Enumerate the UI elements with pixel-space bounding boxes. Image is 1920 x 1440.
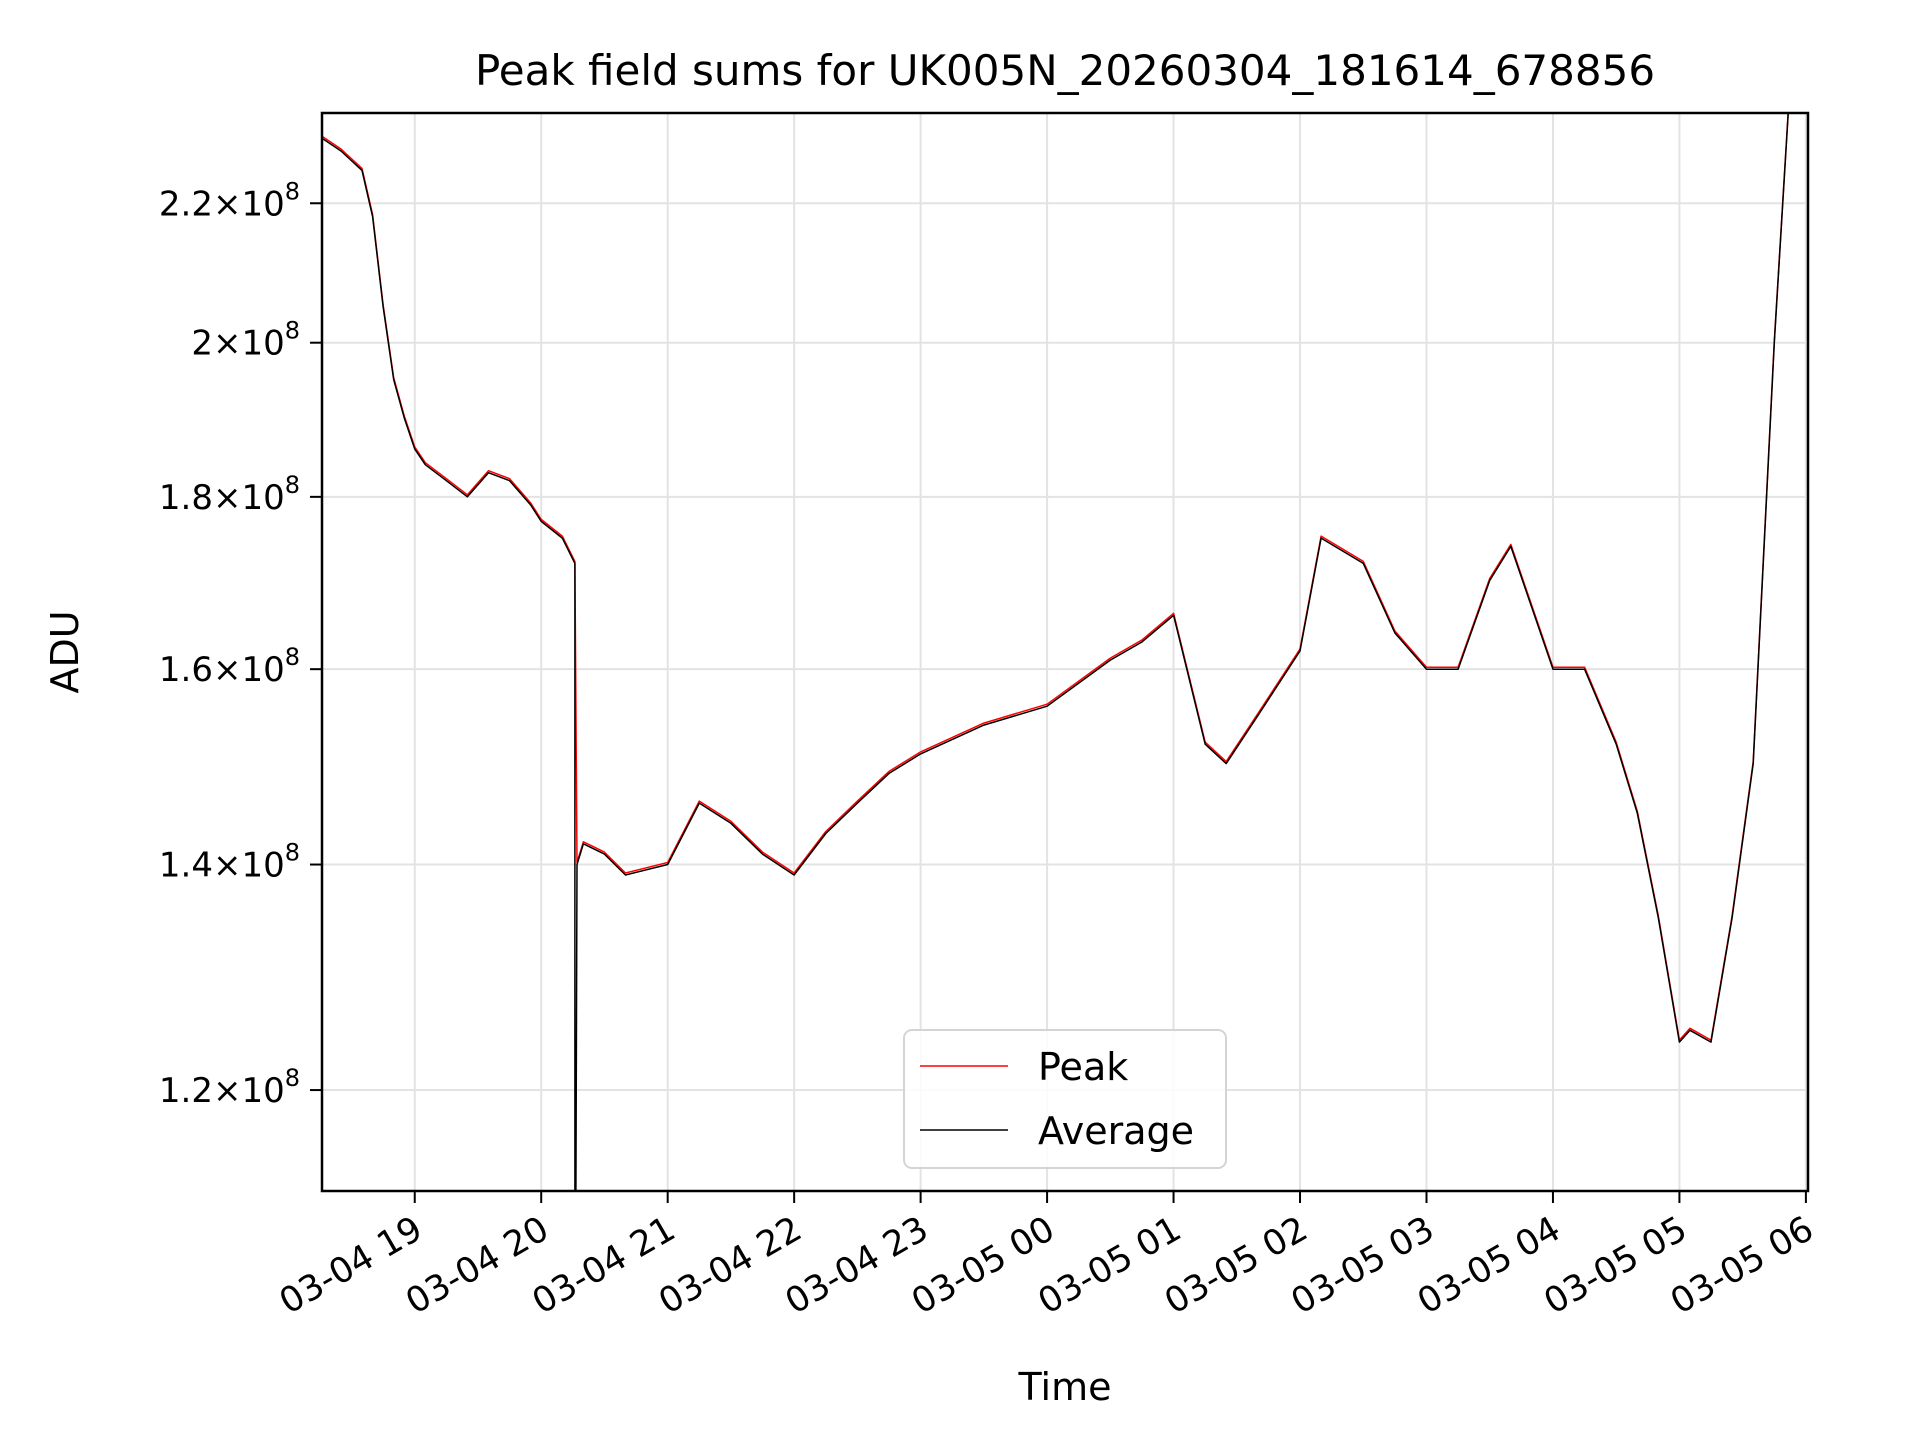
x-tick-label: 03-04 19 xyxy=(273,1209,429,1322)
y-tick-mantissa: 2 xyxy=(191,324,213,364)
x-tick-label: 03-04 21 xyxy=(526,1209,682,1322)
y-tick-base: 10 xyxy=(241,846,284,886)
y-tick-exponent: 8 xyxy=(285,177,300,205)
y-tick-mantissa: 1.8 xyxy=(159,478,213,518)
x-tick-label: 03-05 01 xyxy=(1032,1209,1188,1322)
plot-frame xyxy=(320,111,1810,1193)
y-tick-exponent: 8 xyxy=(285,643,300,671)
x-tick-label: 03-05 03 xyxy=(1285,1209,1441,1322)
y-tick-base: 10 xyxy=(241,650,284,690)
chart-title: Peak field sums for UK005N_20260304_1816… xyxy=(475,46,1655,95)
y-tick-exponent: 8 xyxy=(285,839,300,867)
y-tick-label: 2×108 xyxy=(191,317,300,364)
series-lines xyxy=(322,113,1789,1191)
y-tick-label: 1.8×108 xyxy=(159,471,300,518)
y-tick-mantissa: 1.6 xyxy=(159,650,213,690)
legend: Peak Average xyxy=(903,1029,1227,1169)
y-tick-times: × xyxy=(213,324,242,364)
y-tick-mantissa: 1.2 xyxy=(159,1071,213,1111)
y-tick-times: × xyxy=(213,846,242,886)
y-tick-base: 10 xyxy=(241,1071,284,1111)
series-line-average xyxy=(322,113,1789,1191)
y-tick-label: 1.4×108 xyxy=(159,839,300,886)
y-tick-base: 10 xyxy=(241,184,284,224)
y-tick-times: × xyxy=(213,184,242,224)
y-tick-times: × xyxy=(213,650,242,690)
x-axis-label: Time xyxy=(1018,1365,1112,1409)
x-tick-label: 03-05 04 xyxy=(1411,1209,1567,1322)
legend-box xyxy=(903,1029,1227,1169)
y-axis-label: ADU xyxy=(43,610,87,693)
y-tick-mantissa: 1.4 xyxy=(159,846,213,886)
y-tick-label: 1.2×108 xyxy=(159,1064,300,1111)
y-tick-exponent: 8 xyxy=(285,471,300,499)
y-tick-label: 2.2×108 xyxy=(159,177,300,224)
x-tick-label: 03-05 00 xyxy=(905,1209,1061,1322)
series-line-peak xyxy=(322,113,1789,1041)
y-tick-base: 10 xyxy=(241,324,284,364)
y-tick-exponent: 8 xyxy=(285,317,300,345)
x-tick-label: 03-04 20 xyxy=(399,1209,555,1322)
y-tick-exponent: 8 xyxy=(285,1064,300,1092)
y-tick-base: 10 xyxy=(241,478,284,518)
y-tick-label: 1.6×108 xyxy=(159,643,300,690)
y-tick-times: × xyxy=(213,1071,242,1111)
legend-label-peak: Peak xyxy=(1038,1045,1128,1089)
y-tick-mantissa: 2.2 xyxy=(159,184,213,224)
legend-label-average: Average xyxy=(1038,1109,1194,1153)
x-tick-label: 03-04 22 xyxy=(652,1209,808,1322)
x-tick-label: 03-04 23 xyxy=(779,1209,935,1322)
y-tick-times: × xyxy=(213,478,242,518)
x-tick-label: 03-05 05 xyxy=(1538,1209,1694,1322)
x-tick-label: 03-05 06 xyxy=(1664,1209,1820,1322)
x-tick-label: 03-05 02 xyxy=(1158,1209,1314,1322)
